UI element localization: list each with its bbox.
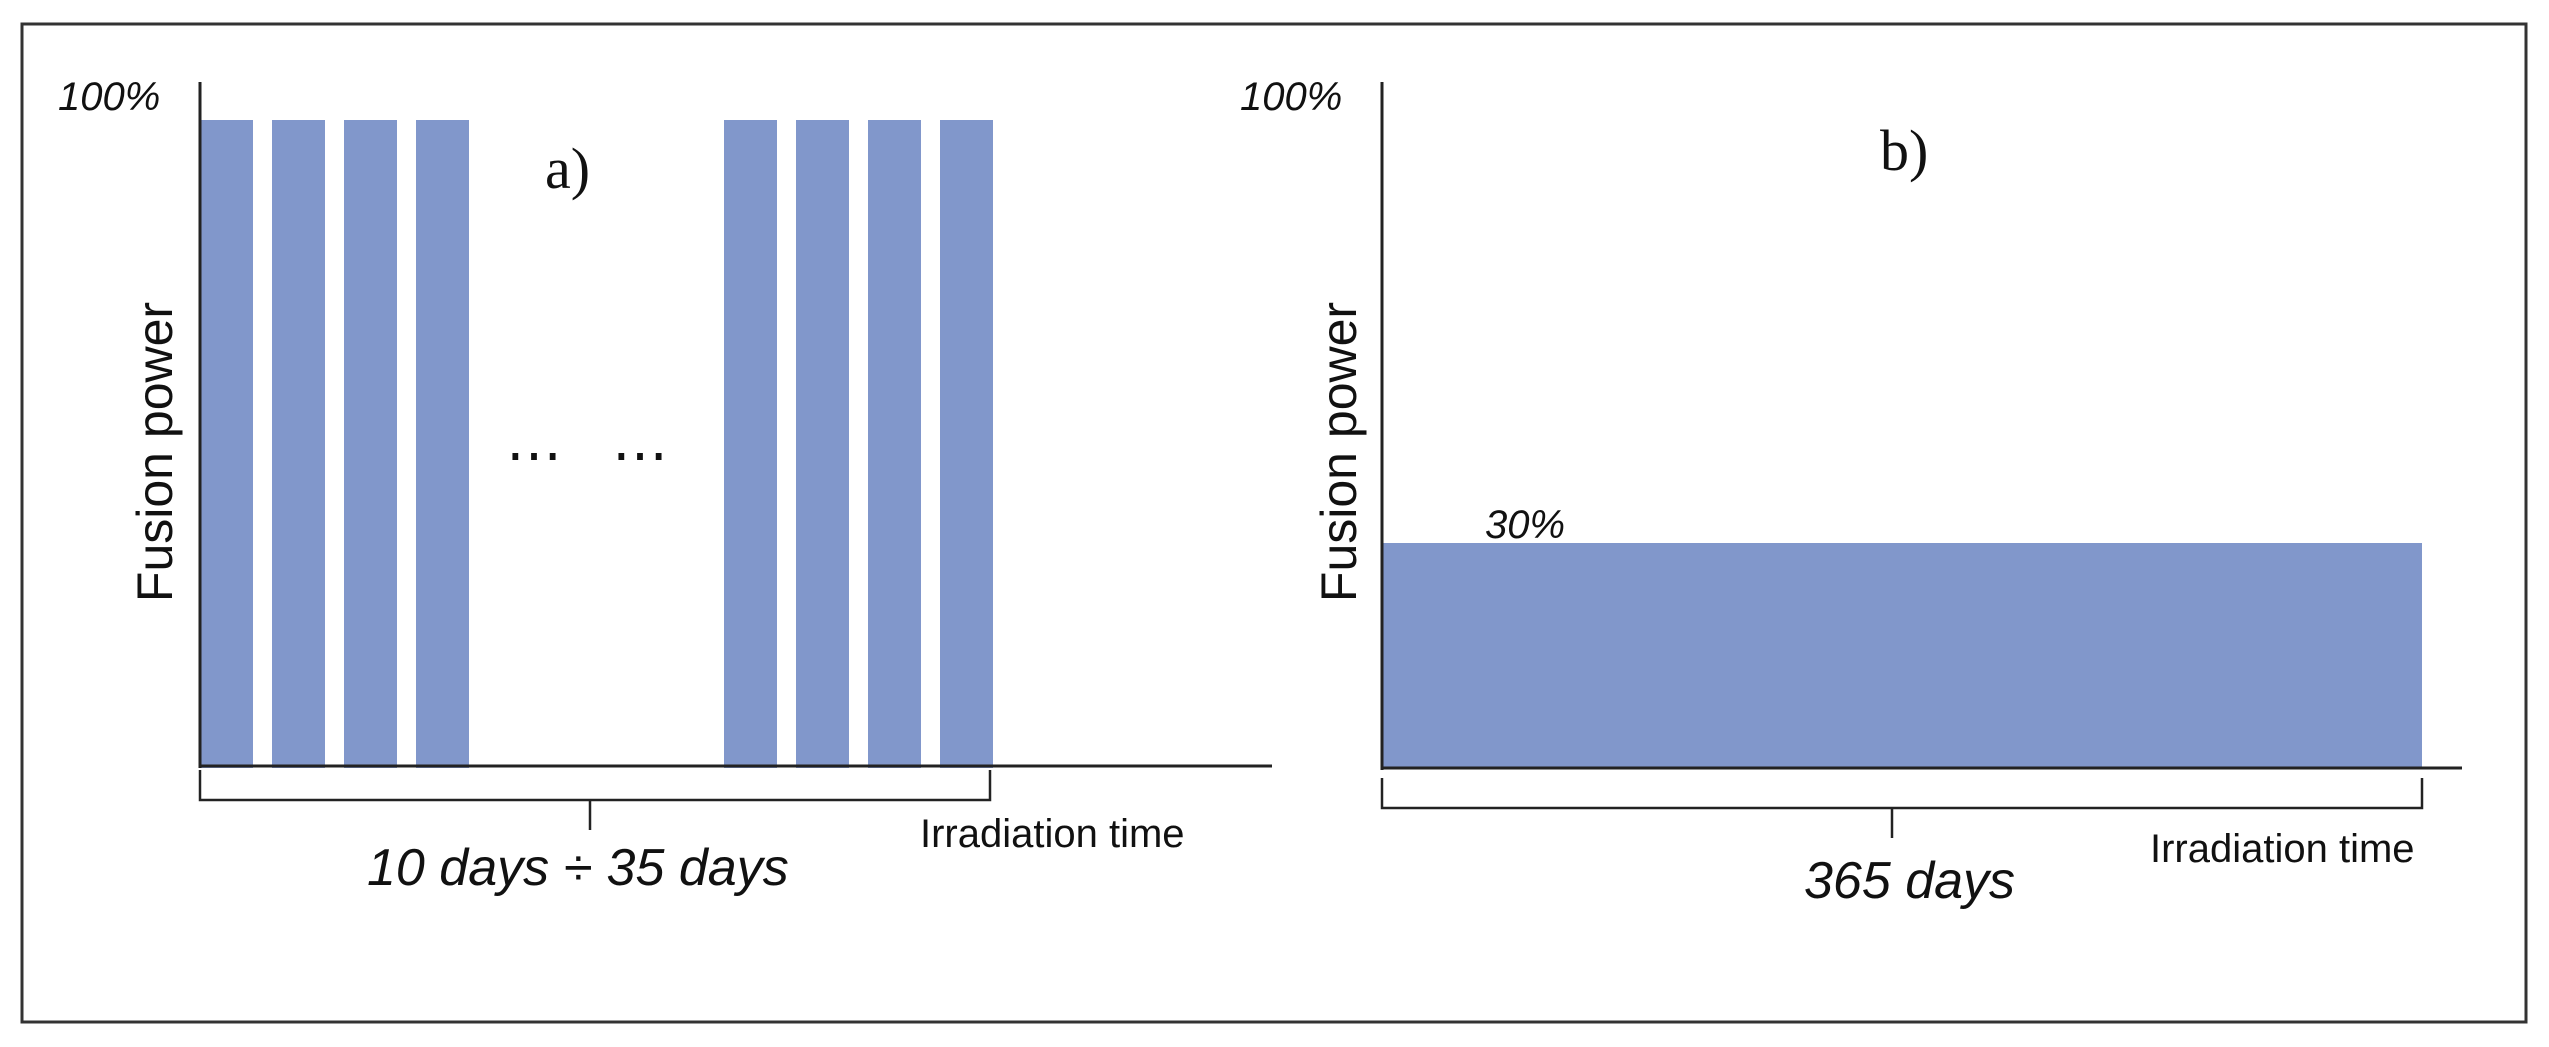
panel-b-x-axis-label: Irradiation time [2150,827,2415,871]
panel-a: 100% a) Fusion power ⋯ ⋯ Irradiation tim… [58,75,1272,897]
figure-frame [20,22,2528,1024]
panel-a-pulse [724,120,777,768]
panel-a-pulse [272,120,325,768]
panel-a-span-bracket [198,770,992,830]
panel-a-pulse [796,120,849,768]
panel-b: 100% b) Fusion power 30% Irradiation tim… [1240,75,2462,910]
panel-a-pulse [416,120,469,768]
panel-a-pulse [344,120,397,768]
panel-b-y-top-label: 100% [1240,75,1342,119]
panel-a-pulse [868,120,921,768]
panel-a-span-label: 10 days ÷ 35 days [367,839,789,897]
panel-a-x-axis-label: Irradiation time [920,812,1185,856]
panel-a-y-top-label: 100% [58,75,160,119]
panel-b-level-label: 30% [1485,503,1565,547]
panel-a-pulse [940,120,993,768]
panel-a-pulses [200,120,993,768]
panel-a-ellipsis-1: ⋯ [506,423,562,486]
panel-b-panel-label: b) [1880,118,1928,183]
panel-a-ellipsis-2: ⋯ [612,423,668,486]
panel-b-span-label: 365 days [1804,852,2015,910]
panel-a-y-axis-label: Fusion power [127,302,183,602]
panel-b-power-block [1382,543,2422,768]
panel-b-y-axis-label: Fusion power [1311,302,1367,602]
panel-b-span-bracket [1380,778,2424,838]
panel-a-panel-label: a) [545,136,590,201]
panel-a-pulse [200,120,253,768]
